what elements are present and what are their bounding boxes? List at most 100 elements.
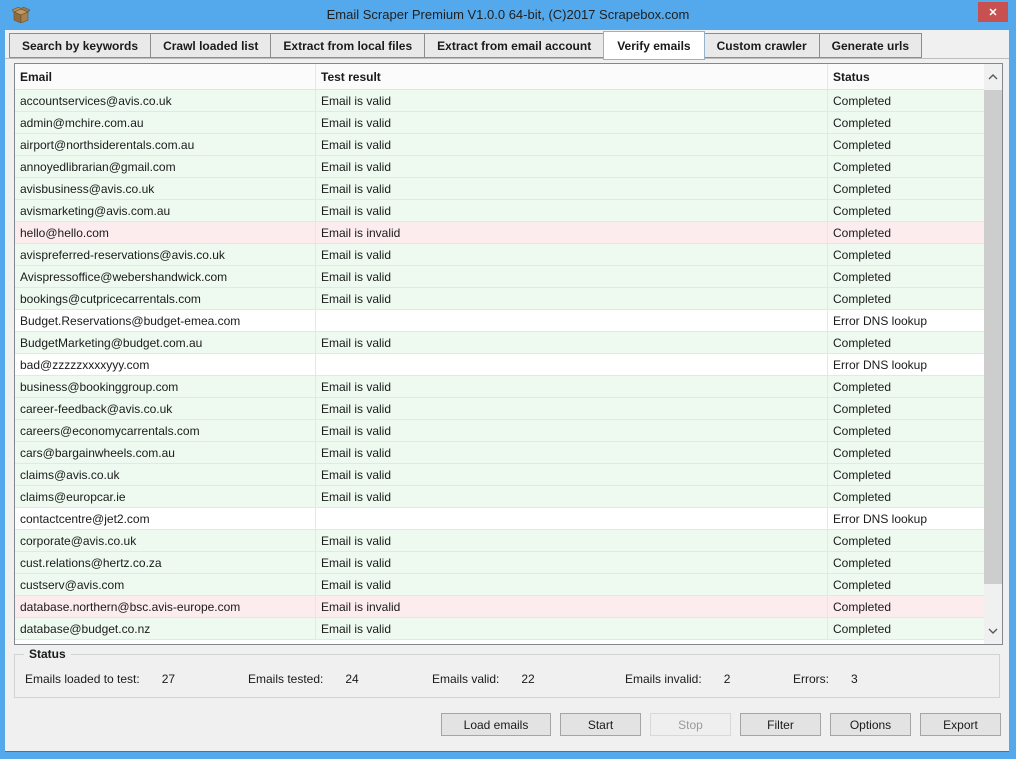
cell-email: avispreferred-reservations@avis.co.uk bbox=[15, 244, 316, 265]
tab-crawl-loaded-list[interactable]: Crawl loaded list bbox=[150, 33, 272, 58]
status-field-emails-loaded-to-test: Emails loaded to test: 27 bbox=[25, 672, 248, 686]
cell-status: Completed bbox=[833, 291, 892, 306]
table-row[interactable]: database.northern@bsc.avis-europe.com Ema… bbox=[15, 596, 984, 618]
cell-result: Email is valid bbox=[316, 486, 828, 507]
table-row[interactable]: BudgetMarketing@budget.com.au Email is va… bbox=[15, 332, 984, 354]
cell-result: Email is valid bbox=[316, 398, 828, 419]
cell-email: business@bookinggroup.com bbox=[15, 376, 316, 397]
table-row[interactable]: custserv@avis.com Email is valid Completed bbox=[15, 574, 984, 596]
start-button[interactable]: Start bbox=[560, 713, 641, 736]
cell-result: Email is invalid bbox=[316, 222, 828, 243]
cell-result bbox=[316, 508, 828, 529]
cell-email: custserv@avis.com bbox=[15, 574, 316, 595]
cell-email: admin@mchire.com.au bbox=[15, 112, 316, 133]
scroll-up-button[interactable] bbox=[984, 64, 1002, 90]
table-row[interactable]: hello@hello.com Email is invalid Completed bbox=[15, 222, 984, 244]
tab-generate-urls[interactable]: Generate urls bbox=[818, 33, 922, 58]
table-row[interactable]: Avispressoffice@webershandwick.com Email … bbox=[15, 266, 984, 288]
close-button[interactable]: ✕ bbox=[978, 2, 1008, 22]
cell-status: Completed bbox=[833, 269, 892, 284]
cell-result: Email is valid bbox=[316, 464, 828, 485]
table-row[interactable]: avismarketing@avis.com.au Email is valid C… bbox=[15, 200, 984, 222]
tab-extract-from-email-account[interactable]: Extract from email account bbox=[424, 33, 605, 58]
scrollbar-thumb[interactable] bbox=[984, 90, 1002, 584]
cell-result bbox=[316, 310, 828, 331]
table-row[interactable]: corporate@avis.co.uk Email is valid Comple… bbox=[15, 530, 984, 552]
window-border-accent bbox=[5, 751, 1009, 752]
close-icon: ✕ bbox=[988, 6, 998, 19]
table-row[interactable]: claims@europcar.ie Email is valid Complete… bbox=[15, 486, 984, 508]
tab-search-by-keywords[interactable]: Search by keywords bbox=[9, 33, 152, 58]
cell-result: Email is valid bbox=[316, 376, 828, 397]
cell-result bbox=[316, 354, 828, 375]
table-row[interactable]: Budget.Reservations@budget-emea.com Error… bbox=[15, 310, 984, 332]
tab-verify-emails[interactable]: Verify emails bbox=[603, 31, 705, 60]
cell-result: Email is valid bbox=[316, 618, 828, 639]
cell-email: database.northern@bsc.avis-europe.com bbox=[15, 596, 316, 617]
vertical-scrollbar[interactable] bbox=[984, 64, 1002, 644]
cell-result: Email is valid bbox=[316, 574, 828, 595]
cell-result: Email is valid bbox=[316, 200, 828, 221]
status-field-emails-tested: Emails tested: 24 bbox=[248, 672, 432, 686]
action-button-row: Load emails Start Stop Filter Options Export bbox=[0, 713, 1001, 736]
cell-result: Email is valid bbox=[316, 178, 828, 199]
cell-result: Email is valid bbox=[316, 90, 828, 111]
cell-status: Completed bbox=[833, 225, 892, 240]
status-field-emails-valid: Emails valid: 22 bbox=[432, 672, 625, 686]
table-row[interactable]: admin@mchire.com.au Email is valid Complet… bbox=[15, 112, 984, 134]
filter-button[interactable]: Filter bbox=[740, 713, 821, 736]
cell-status: Completed bbox=[833, 115, 892, 130]
scroll-down-button[interactable] bbox=[984, 618, 1002, 644]
column-header-test-result[interactable]: Test result bbox=[316, 64, 828, 89]
status-field-value: 2 bbox=[723, 672, 731, 686]
table-row[interactable]: bad@zzzzzxxxxyyy.com Error DNS lookup bbox=[15, 354, 984, 376]
status-field-label: Emails invalid: bbox=[625, 672, 702, 686]
cell-email: hello@hello.com bbox=[15, 222, 316, 243]
cell-result: Email is valid bbox=[316, 530, 828, 551]
tab-custom-crawler[interactable]: Custom crawler bbox=[703, 33, 820, 58]
table-row[interactable]: career-feedback@avis.co.uk Email is valid… bbox=[15, 398, 984, 420]
table-row[interactable]: avispreferred-reservations@avis.co.uk Ema… bbox=[15, 244, 984, 266]
cell-status: Completed bbox=[833, 621, 892, 636]
cell-status: Completed bbox=[833, 159, 892, 174]
status-field-value: 3 bbox=[851, 672, 858, 686]
table-row[interactable]: bookings@cutpricecarrentals.com Email is … bbox=[15, 288, 984, 310]
status-field-errors: Errors: 3 bbox=[793, 672, 858, 686]
table-row[interactable]: contactcentre@jet2.com Error DNS lookup bbox=[15, 508, 984, 530]
cell-result: Email is valid bbox=[316, 156, 828, 177]
cell-email: bookings@cutpricecarrentals.com bbox=[15, 288, 316, 309]
cell-email: Avispressoffice@webershandwick.com bbox=[15, 266, 316, 287]
table-row[interactable]: cars@bargainwheels.com.au Email is valid C… bbox=[15, 442, 984, 464]
table-body: accountservices@avis.co.uk Email is valid… bbox=[15, 90, 984, 644]
tab-extract-from-local-files[interactable]: Extract from local files bbox=[270, 33, 426, 58]
cell-result: Email is valid bbox=[316, 552, 828, 573]
cell-email: avismarketing@avis.com.au bbox=[15, 200, 316, 221]
table-row[interactable]: accountservices@avis.co.uk Email is valid… bbox=[15, 90, 984, 112]
table-row[interactable]: database@budget.co.nz Email is valid Compl… bbox=[15, 618, 984, 640]
export-button[interactable]: Export bbox=[920, 713, 1001, 736]
cell-email: BudgetMarketing@budget.com.au bbox=[15, 332, 316, 353]
window-title: Email Scraper Premium V1.0.0 64-bit, (C)… bbox=[326, 7, 690, 22]
options-button[interactable]: Options bbox=[830, 713, 911, 736]
table-row[interactable]: cust.relations@hertz.co.za Email is valid… bbox=[15, 552, 984, 574]
table-row[interactable]: annoyedlibrarian@gmail.com Email is valid… bbox=[15, 156, 984, 178]
status-field-label: Emails loaded to test: bbox=[25, 672, 140, 686]
table-row[interactable]: claims@avis.co.uk Email is valid Completed bbox=[15, 464, 984, 486]
table-row[interactable]: business@bookinggroup.com Email is valid C… bbox=[15, 376, 984, 398]
table-row[interactable]: careers@economycarrentals.com Email is va… bbox=[15, 420, 984, 442]
table-row[interactable]: airport@northsiderentals.com.au Email is … bbox=[15, 134, 984, 156]
cell-email: career-feedback@avis.co.uk bbox=[15, 398, 316, 419]
chevron-up-icon bbox=[988, 74, 998, 80]
status-field-label: Emails valid: bbox=[432, 672, 500, 686]
cell-email: database@budget.co.nz bbox=[15, 618, 316, 639]
cell-email: annoyedlibrarian@gmail.com bbox=[15, 156, 316, 177]
cell-status: Error DNS lookup bbox=[833, 357, 928, 372]
cell-result: Email is valid bbox=[316, 244, 828, 265]
cell-status: Completed bbox=[833, 489, 892, 504]
column-header-status[interactable]: Status bbox=[833, 69, 870, 84]
column-header-email[interactable]: Email bbox=[15, 64, 316, 89]
load-emails-button[interactable]: Load emails bbox=[441, 713, 551, 736]
table-row[interactable]: avisbusiness@avis.co.uk Email is valid Com… bbox=[15, 178, 984, 200]
cell-status: Error DNS lookup bbox=[833, 511, 928, 526]
